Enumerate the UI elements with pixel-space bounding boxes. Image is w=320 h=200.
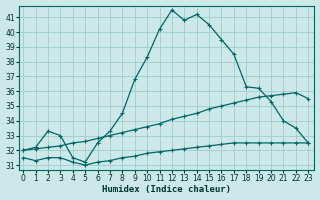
X-axis label: Humidex (Indice chaleur): Humidex (Indice chaleur) bbox=[102, 185, 231, 194]
